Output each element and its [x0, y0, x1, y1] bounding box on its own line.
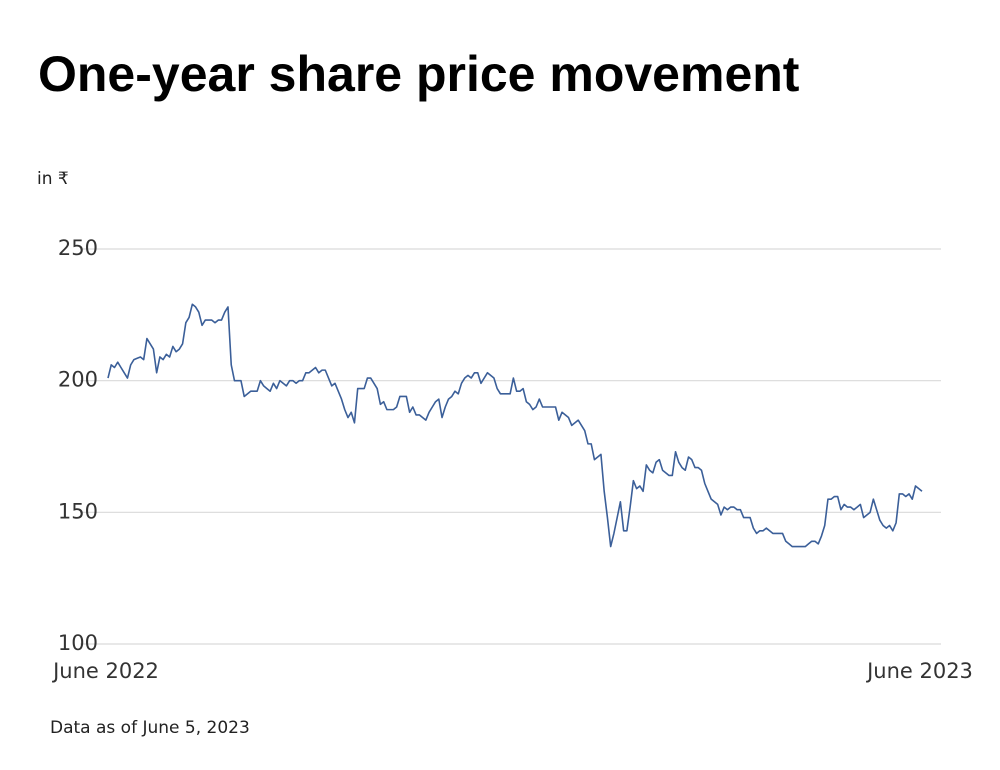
footnote: Data as of June 5, 2023	[50, 718, 250, 738]
y-tick-label: 200	[58, 368, 98, 392]
x-tick-label: June 2022	[51, 659, 159, 683]
x-tick-label: June 2023	[865, 659, 973, 683]
y-tick-label: 150	[58, 499, 98, 523]
price-line	[107, 303, 923, 548]
y-tick-label: 250	[58, 236, 98, 260]
y-tick-label: 100	[58, 631, 98, 655]
chart-title: One-year share price movement	[38, 46, 800, 102]
y-axis-label: in ₹	[37, 169, 69, 189]
